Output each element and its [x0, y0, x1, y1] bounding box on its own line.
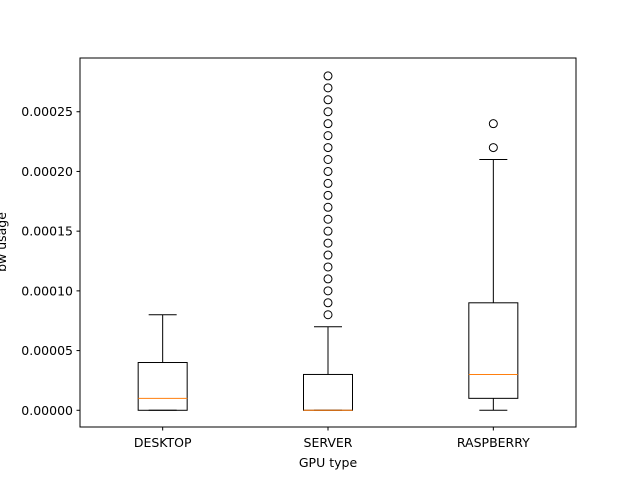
x-tick-label: DESKTOP: [134, 435, 192, 450]
plot-area: 0.00000 0.00005 0.00010 0.00015 0.00020 0.000…: [21, 71, 530, 450]
y-axis-label: bw usage: [0, 212, 9, 272]
outlier-point: [323, 238, 333, 248]
outlier-point: [323, 119, 333, 129]
y-tick-label: 0.00015: [21, 224, 73, 239]
x-tick-label: SERVER: [304, 435, 353, 450]
outlier-point: [323, 190, 333, 200]
outlier-point: [323, 214, 333, 224]
outlier-point: [323, 202, 333, 212]
y-tick-label: 0.00005: [21, 343, 73, 358]
y-tick-label: 0.00020: [21, 164, 73, 179]
x-tick-label: RASPBERRY: [457, 435, 530, 450]
outlier-point: [323, 286, 333, 296]
outlier-point: [323, 155, 333, 165]
outlier-point: [323, 178, 333, 188]
outlier-point: [323, 107, 333, 117]
box: [468, 302, 519, 399]
outlier-point: [323, 226, 333, 236]
outlier-point: [323, 262, 333, 272]
outlier-point: [488, 119, 498, 129]
outlier-point: [323, 274, 333, 284]
axes-frame: [79, 57, 577, 428]
box: [137, 362, 188, 411]
outlier-point: [323, 131, 333, 141]
outlier-point: [323, 310, 333, 320]
outlier-point: [323, 83, 333, 93]
y-tick-label: 0.00025: [21, 104, 73, 119]
outlier-point: [323, 71, 333, 81]
outlier-point: [323, 166, 333, 176]
outlier-point: [323, 95, 333, 105]
x-axis-label: GPU type: [299, 455, 358, 470]
y-tick-label: 0.00000: [21, 403, 73, 418]
y-tick-label: 0.00010: [21, 283, 73, 298]
outlier-point: [488, 143, 498, 153]
outlier-point: [323, 298, 333, 308]
outlier-point: [323, 143, 333, 153]
outlier-point: [323, 250, 333, 260]
